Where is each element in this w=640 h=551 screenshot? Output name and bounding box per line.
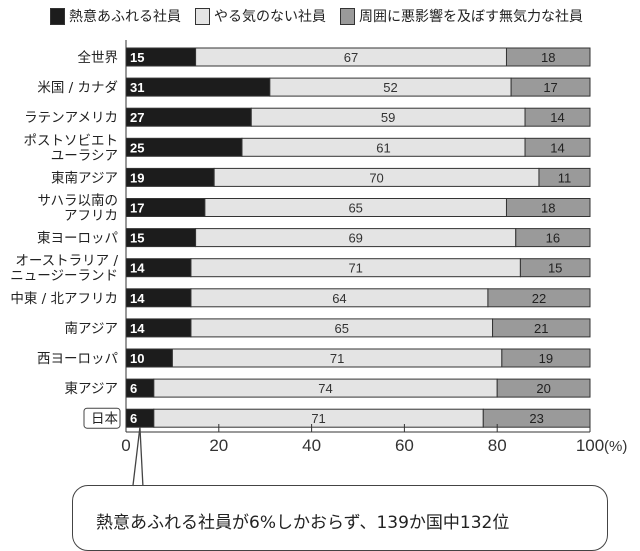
bar-segment [125, 77, 271, 97]
category-label: 東南アジア [51, 170, 118, 186]
data-label: 18 [541, 50, 555, 65]
data-label: 23 [529, 411, 543, 426]
data-label: 65 [335, 321, 349, 336]
category-label: 日本 [91, 411, 118, 427]
data-label: 11 [558, 170, 572, 185]
category-label: オーストラリア / [15, 253, 118, 269]
category-label: 全世界 [78, 49, 119, 66]
legend-label: 周囲に悪影響を及ぼす無気力な社員 [359, 9, 583, 25]
data-label: 10 [130, 351, 144, 366]
category-label: 米国 / カナダ [37, 80, 118, 96]
data-label: 74 [318, 381, 332, 396]
bar-segment [524, 137, 591, 157]
data-label: 14 [550, 110, 564, 125]
bar-segment [487, 288, 591, 308]
data-label: 14 [130, 321, 145, 336]
callout-text: 熱意あふれる社員が6%しかおらず、139か国中132位 [96, 513, 510, 533]
bar-segment [519, 258, 591, 278]
legend-item-engaged: 熱意あふれる社員 [50, 6, 181, 26]
category-label: 中東 / 北アフリカ [10, 291, 118, 307]
data-label: 22 [532, 291, 546, 306]
data-label: 19 [130, 170, 144, 185]
x-unit-label: (%) [604, 438, 627, 455]
bar-segment [496, 378, 591, 398]
data-label: 27 [130, 110, 144, 125]
category-label: ラテンアメリカ [24, 110, 118, 126]
x-tick-label: 40 [302, 436, 321, 455]
legend-label: やる気のない社員 [214, 9, 326, 25]
category-label: アフリカ [64, 208, 118, 224]
data-label: 25 [130, 140, 144, 155]
data-label: 14 [130, 291, 145, 306]
category-label: ユーラシア [51, 148, 118, 164]
data-label: 14 [550, 140, 564, 155]
data-label: 15 [130, 50, 144, 65]
legend-swatch [195, 7, 210, 25]
x-tick-label: 0 [121, 436, 130, 455]
data-label: 19 [539, 351, 553, 366]
data-label: 71 [330, 351, 344, 366]
legend-swatch [340, 7, 355, 25]
x-tick-label: 80 [488, 436, 507, 455]
x-tick-label: 60 [395, 436, 414, 455]
data-label: 61 [376, 140, 390, 155]
data-label: 21 [534, 321, 548, 336]
bar-segment [510, 77, 591, 97]
data-label: 18 [541, 201, 555, 216]
bar-segment [482, 408, 591, 428]
data-label: 20 [536, 381, 550, 396]
data-label: 64 [332, 291, 346, 306]
bar-segment [515, 228, 591, 248]
bar-segment [125, 107, 252, 127]
category-label: 西ヨーロッパ [37, 351, 118, 367]
data-label: 69 [348, 231, 362, 246]
data-label: 71 [311, 411, 325, 426]
legend: 熱意あふれる社員 やる気のない社員 周囲に悪影響を及ぼす無気力な社員 [50, 6, 583, 26]
data-label: 16 [546, 231, 560, 246]
data-label: 6 [130, 411, 137, 426]
data-label: 31 [130, 80, 144, 95]
x-tick-label: 20 [209, 436, 228, 455]
data-label: 15 [548, 261, 562, 276]
category-label: サハラ以南の [38, 193, 118, 209]
category-label: 東アジア [65, 381, 118, 397]
legend-label: 熱意あふれる社員 [69, 9, 181, 25]
legend-swatch [50, 7, 65, 25]
category-label: 東ヨーロッパ [37, 231, 118, 247]
bar-segment [492, 318, 591, 338]
bar-segment [538, 167, 591, 187]
bar-segment [505, 198, 591, 217]
category-label: ニュージーランド [10, 268, 118, 284]
bar-segment [524, 107, 591, 127]
x-tick-label: 100 [576, 436, 604, 455]
category-label: 南アジア [65, 321, 118, 337]
data-label: 67 [344, 50, 358, 65]
category-label: ポストソビエト [24, 133, 119, 149]
bar-segment [505, 47, 591, 67]
callout-pointer [132, 427, 144, 487]
legend-item-not-engaged: やる気のない社員 [195, 6, 326, 26]
legend-item-disengaged: 周囲に悪影響を及ぼす無気力な社員 [340, 6, 583, 26]
highlight-box [83, 407, 121, 429]
data-label: 59 [381, 110, 395, 125]
data-label: 71 [348, 261, 362, 276]
data-label: 15 [130, 231, 144, 246]
data-label: 14 [130, 261, 145, 276]
data-label: 17 [130, 201, 144, 216]
data-label: 52 [383, 80, 397, 95]
bar-segment [501, 348, 591, 368]
data-label: 70 [369, 170, 383, 185]
data-label: 17 [543, 80, 557, 95]
data-label: 6 [130, 381, 137, 396]
data-label: 65 [348, 201, 362, 216]
